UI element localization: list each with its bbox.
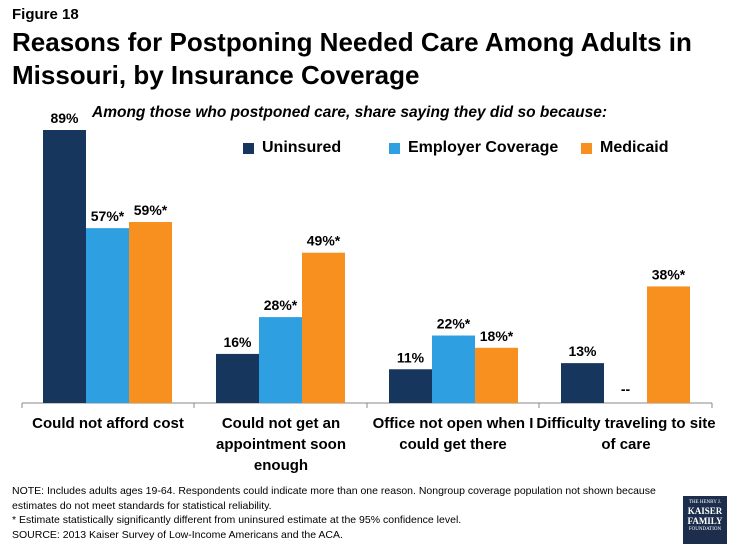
source-note: SOURCE: 2013 Kaiser Survey of Low-Income… (12, 528, 343, 541)
legend-item-uninsured: Uninsured (243, 139, 353, 157)
logo-line-1: THE HENRY J. (688, 500, 722, 505)
significance-note: * Estimate statistically significantly d… (12, 514, 462, 526)
chart-subtitle: Among those who postponed care, share sa… (92, 104, 608, 121)
bar (647, 286, 690, 403)
logo-line-3: FAMILY (687, 516, 723, 526)
kff-logo: THE HENRY J. KAISER FAMILY FOUNDATION (683, 496, 727, 544)
legend-label-uninsured: Uninsured (262, 139, 342, 156)
legend-swatch-medicaid (581, 142, 592, 154)
data-label: 22%* (437, 316, 471, 332)
category-label: Office not open when I (373, 415, 534, 432)
legend-label-medicaid: Medicaid (600, 139, 669, 156)
legend: Uninsured Employer Coverage Medicaid (243, 139, 704, 157)
bar (389, 369, 432, 403)
bar (86, 228, 129, 403)
data-label: 49%* (307, 233, 341, 249)
data-label: 38%* (652, 266, 686, 282)
footnotes: NOTE: Includes adults ages 19-64. Respon… (12, 484, 672, 542)
category-label: could get there (399, 436, 507, 453)
data-label: 13% (568, 343, 597, 359)
data-label: 28%* (264, 297, 298, 313)
legend-item-medicaid: Medicaid (581, 139, 668, 157)
bar-chart: 89% 16% 11% 13% 57%* 28%* 22%* -- 59%* 49%* 18%* 38… (21, 110, 716, 474)
chart-title: Reasons for Postponing Needed Care Among… (12, 27, 692, 90)
data-label: 89% (50, 110, 79, 126)
data-label: -- (621, 381, 631, 397)
logo-line-2: KAISER (687, 506, 723, 516)
data-label: 57%* (91, 208, 125, 224)
figure-label: Figure 18 (12, 6, 79, 23)
data-label: 16% (223, 334, 252, 350)
legend-swatch-employer (389, 142, 400, 154)
category-label: Could not get an (222, 415, 340, 432)
category-label: of care (601, 436, 650, 453)
bar (216, 353, 259, 403)
category-label: Difficulty traveling to site (536, 415, 715, 432)
legend-swatch-uninsured (243, 142, 254, 154)
category-label: enough (254, 457, 308, 474)
data-label: 11% (397, 349, 425, 365)
legend-item-employer: Employer Coverage (389, 139, 559, 157)
bar (259, 317, 302, 403)
category-label: Could not afford cost (32, 415, 184, 432)
bar (561, 363, 604, 403)
bar (432, 335, 475, 403)
bar (475, 347, 518, 403)
category-label: appointment soon (216, 436, 346, 453)
bar (129, 222, 172, 403)
bar (302, 252, 345, 403)
bar (43, 130, 86, 403)
data-label: 18%* (480, 328, 514, 344)
legend-label-employer: Employer Coverage (408, 139, 559, 156)
data-label: 59%* (134, 202, 168, 218)
logo-line-4: FOUNDATION (688, 527, 722, 532)
note-text: NOTE: Includes adults ages 19-64. Respon… (12, 485, 656, 512)
